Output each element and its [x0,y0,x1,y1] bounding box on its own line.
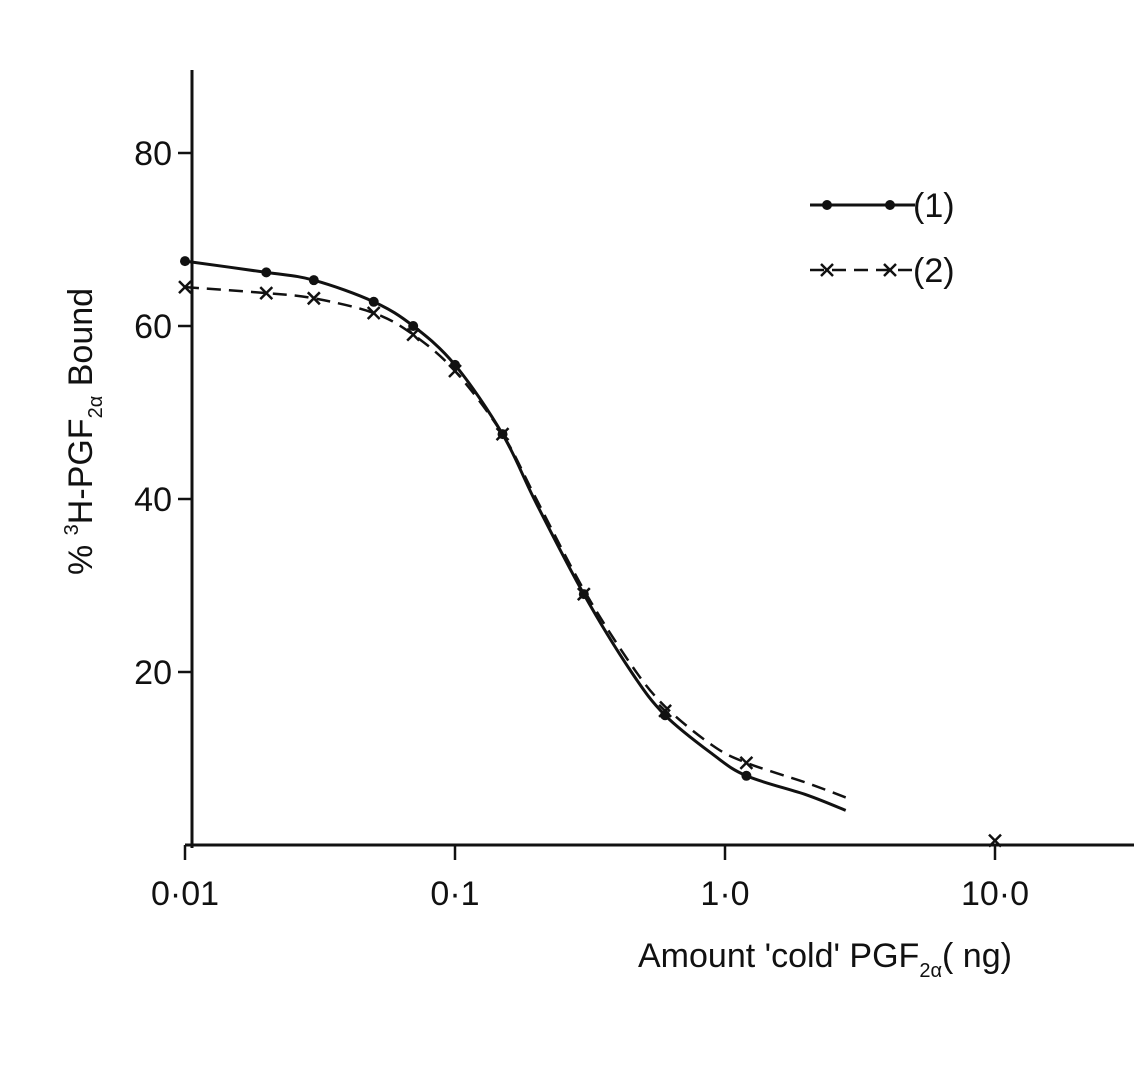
series-2-point [658,704,672,718]
x-marker-stroke [495,427,510,442]
series-1 [180,256,847,812]
x-marker-stroke [306,291,321,306]
series-1-point [408,321,419,331]
series-2-point [178,280,192,294]
series-2 [178,280,1002,848]
legend-item-1: (1) [810,187,955,225]
x-tick-label: 0·01 [151,875,219,913]
axes [185,70,1134,848]
series-1-point [261,267,272,278]
x-tick-label: 10·0 [961,875,1029,913]
series-1-point [368,296,379,307]
y-tick-label: 40 [134,481,172,519]
x-marker-stroke [988,833,1002,848]
legend-marker [822,200,832,210]
legend: (1) (2) [810,187,955,290]
series-1-point [308,275,319,286]
series-2-point [495,427,510,442]
x-ticks: 0·01 0·1 1·0 10·0 [151,845,1029,913]
y-tick-label: 80 [134,135,172,173]
series-2-point [406,327,421,342]
y-tick-label: 20 [134,654,172,692]
y-axis-title: % 3H-PGF2α Bound [61,288,107,575]
legend-marker [885,200,895,210]
y-ticks: 20 40 60 80 [134,135,192,692]
x-marker-stroke [366,306,381,320]
series-1-point [741,770,752,781]
x-marker-stroke [259,286,274,301]
series-2-point [739,755,754,770]
x-marker-stroke [448,364,462,378]
x-marker-stroke [820,263,834,277]
series-2-point [259,286,274,301]
x-marker-stroke [883,263,897,277]
series-2-point [576,587,591,602]
series-2-line [184,285,847,799]
series-2-point [306,291,321,306]
x-marker-stroke [178,280,192,294]
x-marker-stroke [576,587,591,602]
series-layer [178,256,1002,848]
series-2-point [366,306,381,320]
legend-item-2: (2) [810,252,955,290]
legend-label: (1) [913,187,955,225]
series-2-point [988,833,1002,848]
x-marker-stroke [739,755,754,770]
legend-marker [820,263,834,277]
legend-label: (2) [913,252,955,290]
x-marker-stroke [406,327,421,342]
x-axis-title: Amount 'cold' PGF2α( ng) [638,937,1012,982]
x-tick-label: 0·1 [430,875,479,913]
series-1-line [184,259,847,812]
x-marker-stroke [658,704,672,718]
series-1-point [180,256,190,267]
legend-marker [883,263,897,277]
series-2-point [448,364,462,378]
y-tick-label: 60 [134,308,172,346]
x-tick-label: 1·0 [700,875,749,913]
